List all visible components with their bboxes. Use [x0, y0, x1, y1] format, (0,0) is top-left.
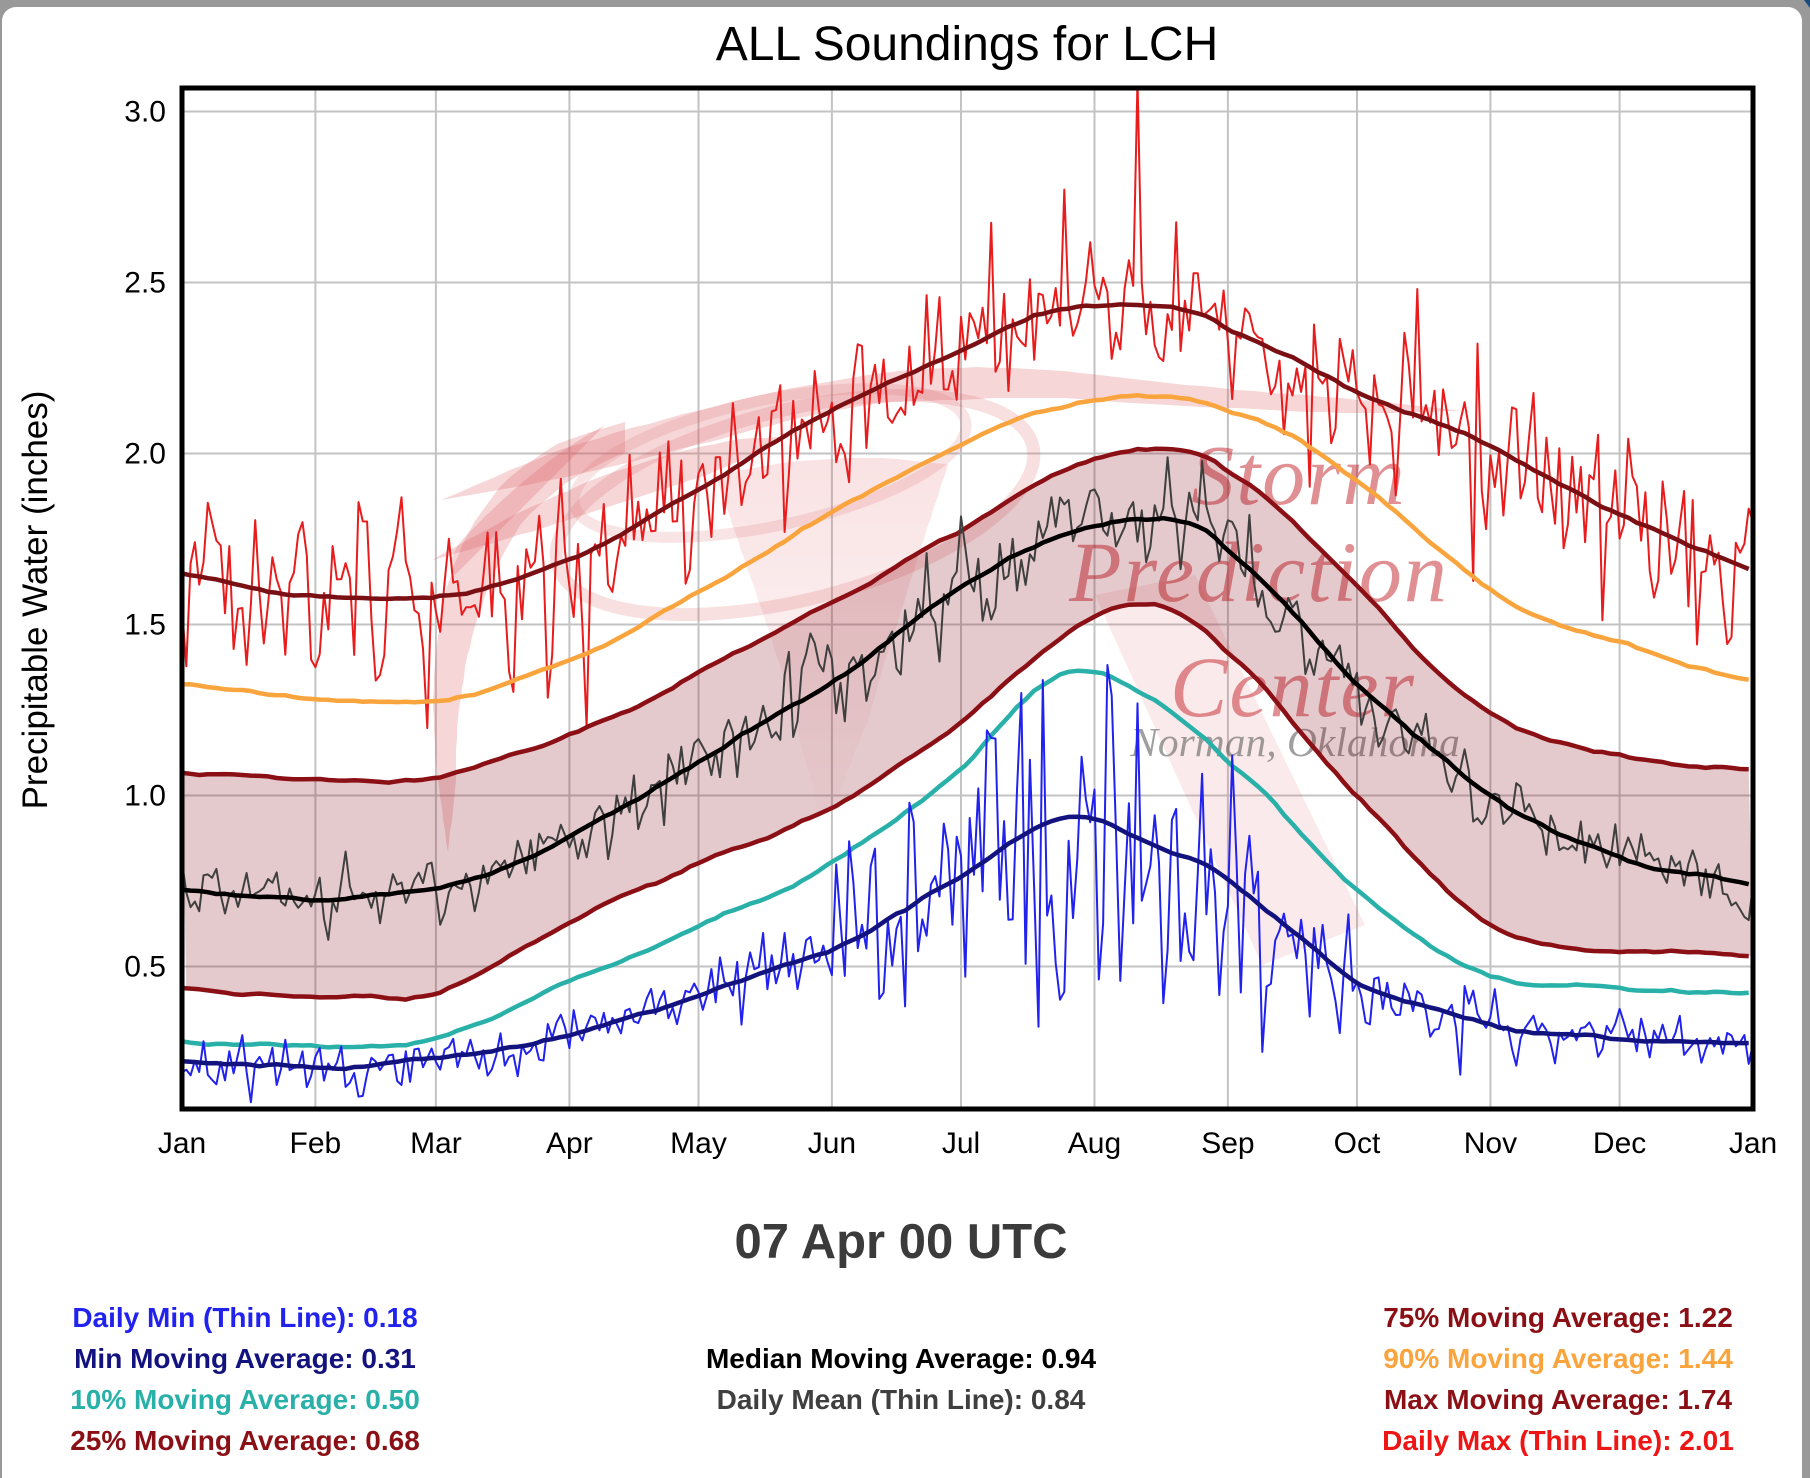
svg-text:1.0: 1.0	[124, 780, 166, 813]
svg-text:ALL Soundings for LCH: ALL Soundings for LCH	[716, 18, 1219, 71]
svg-text:1.5: 1.5	[124, 609, 166, 642]
svg-text:Daily Max (Thin Line): 2.01: Daily Max (Thin Line): 2.01	[1382, 1425, 1734, 1456]
svg-text:May: May	[670, 1127, 727, 1160]
svg-text:Jan: Jan	[158, 1127, 206, 1160]
svg-text:Jan: Jan	[1729, 1127, 1777, 1160]
svg-text:Jun: Jun	[808, 1127, 856, 1160]
svg-text:Sep: Sep	[1201, 1127, 1254, 1160]
svg-text:10% Moving Average: 0.50: 10% Moving Average: 0.50	[70, 1384, 420, 1415]
svg-text:Nov: Nov	[1464, 1127, 1517, 1160]
svg-text:90% Moving Average: 1.44: 90% Moving Average: 1.44	[1383, 1343, 1733, 1374]
svg-text:75% Moving Average: 1.22: 75% Moving Average: 1.22	[1383, 1302, 1733, 1333]
svg-text:Max Moving Average: 1.74: Max Moving Average: 1.74	[1384, 1384, 1732, 1415]
svg-text:Precipitable Water (inches): Precipitable Water (inches)	[16, 391, 55, 810]
svg-text:Daily Min (Thin Line): 0.18: Daily Min (Thin Line): 0.18	[72, 1302, 417, 1333]
svg-text:2.0: 2.0	[124, 438, 166, 471]
svg-text:Feb: Feb	[290, 1127, 342, 1160]
svg-text:3.0: 3.0	[124, 96, 166, 129]
svg-text:25% Moving Average: 0.68: 25% Moving Average: 0.68	[70, 1425, 420, 1456]
svg-text:2.5: 2.5	[124, 267, 166, 300]
svg-text:Aug: Aug	[1068, 1127, 1121, 1160]
svg-text:Min Moving Average: 0.31: Min Moving Average: 0.31	[74, 1343, 416, 1374]
svg-text:0.5: 0.5	[124, 951, 166, 984]
svg-text:07 Apr 00 UTC: 07 Apr 00 UTC	[734, 1215, 1067, 1269]
svg-text:Mar: Mar	[410, 1127, 462, 1160]
svg-text:Dec: Dec	[1593, 1127, 1646, 1160]
svg-text:Jul: Jul	[942, 1127, 980, 1160]
svg-text:Daily Mean (Thin Line): 0.84: Daily Mean (Thin Line): 0.84	[717, 1384, 1086, 1415]
svg-text:Median Moving Average: 0.94: Median Moving Average: 0.94	[706, 1343, 1096, 1374]
svg-text:Oct: Oct	[1334, 1127, 1381, 1160]
svg-text:Apr: Apr	[546, 1127, 593, 1160]
